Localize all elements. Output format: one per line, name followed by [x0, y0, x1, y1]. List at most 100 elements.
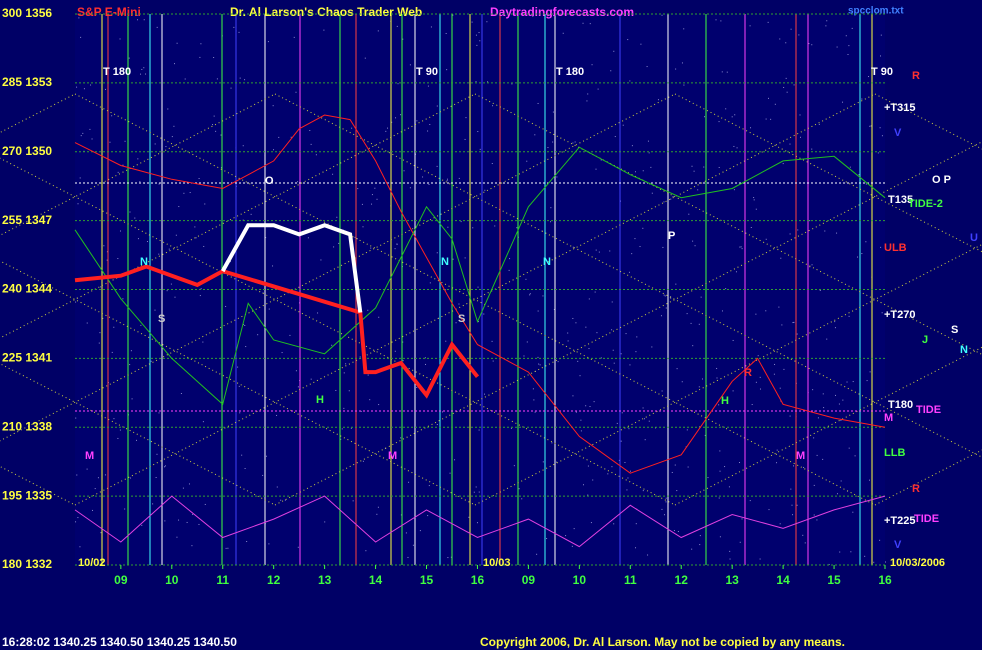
dot	[233, 26, 235, 28]
dot	[484, 189, 486, 191]
dot	[464, 257, 466, 259]
dot	[513, 465, 515, 467]
dot	[230, 87, 232, 89]
dot	[178, 519, 180, 521]
dot	[331, 344, 333, 346]
dot	[200, 288, 202, 290]
annotation: 10/03	[483, 557, 511, 569]
dot	[759, 376, 761, 378]
dot	[536, 553, 538, 555]
dot	[176, 42, 178, 44]
dot	[103, 245, 105, 247]
dot	[333, 246, 335, 248]
dot	[475, 486, 477, 488]
dot	[621, 412, 623, 414]
dot	[309, 130, 311, 132]
dot	[694, 245, 696, 247]
dot	[92, 509, 94, 511]
dot	[538, 363, 540, 365]
dot	[823, 407, 825, 409]
dot	[171, 136, 173, 138]
dot	[716, 377, 718, 379]
dot	[790, 488, 792, 490]
dot	[553, 309, 555, 311]
dot	[768, 509, 770, 511]
dot	[612, 349, 614, 351]
dot	[811, 148, 813, 150]
dot	[429, 124, 431, 126]
annotation: H	[316, 394, 324, 406]
y-tick-label: 225 1341	[2, 351, 52, 365]
dot	[725, 108, 727, 110]
dot	[594, 291, 596, 293]
dot	[465, 117, 467, 119]
dot	[165, 146, 167, 148]
dot	[446, 69, 448, 71]
y-tick-label: 210 1338	[2, 419, 52, 433]
dot	[783, 86, 785, 88]
dot	[631, 253, 633, 255]
dot	[173, 125, 175, 127]
dot	[471, 21, 473, 23]
dot	[387, 127, 389, 129]
annotation: R	[744, 367, 752, 379]
dot	[229, 261, 231, 263]
dot	[804, 542, 806, 544]
dot	[552, 141, 554, 143]
dot	[455, 322, 457, 324]
dot	[818, 123, 820, 125]
dot	[567, 340, 569, 342]
dot	[365, 550, 367, 552]
dot	[884, 561, 886, 563]
dot	[596, 332, 598, 334]
dot	[880, 34, 882, 36]
dot	[824, 230, 826, 232]
annotation: O P	[932, 174, 951, 186]
dot	[409, 64, 411, 66]
dot	[580, 419, 582, 421]
dot	[580, 430, 582, 432]
dot	[707, 477, 709, 479]
dot	[106, 259, 108, 261]
annotation: TIDE	[916, 404, 941, 416]
dot	[428, 485, 430, 487]
x-tick-label: 09	[114, 573, 128, 587]
dot	[257, 334, 259, 336]
dot	[137, 19, 139, 21]
dot	[225, 305, 227, 307]
series-line	[74, 495, 886, 548]
dot	[128, 57, 130, 59]
dot	[783, 368, 785, 370]
dot	[529, 293, 531, 295]
dot	[542, 295, 544, 297]
dot	[739, 246, 741, 248]
dot	[593, 401, 595, 403]
dot	[537, 102, 539, 104]
dot	[239, 77, 241, 79]
dot	[111, 115, 113, 117]
dot	[317, 312, 319, 314]
dot	[477, 321, 479, 323]
dot	[91, 138, 93, 140]
dot	[268, 543, 270, 545]
dot	[77, 203, 79, 205]
dot	[622, 124, 624, 126]
dot	[192, 513, 194, 515]
series-line	[74, 114, 886, 474]
copyright: Copyright 2006, Dr. Al Larson. May not b…	[480, 635, 845, 649]
dot	[130, 477, 132, 479]
dot	[402, 341, 404, 343]
dot	[113, 326, 115, 328]
dot	[749, 25, 751, 27]
dot	[840, 419, 842, 421]
dot	[419, 530, 421, 532]
dot	[835, 394, 837, 396]
dot	[562, 32, 564, 34]
dot	[454, 459, 456, 461]
dot	[611, 301, 613, 303]
dot	[80, 135, 82, 137]
dot	[491, 163, 493, 165]
dot	[803, 466, 805, 468]
dot	[511, 83, 513, 85]
